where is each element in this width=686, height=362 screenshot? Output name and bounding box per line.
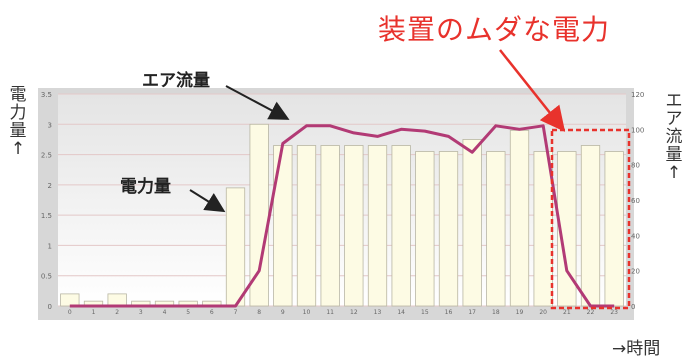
y-tick-label-left: 2.5: [41, 152, 52, 160]
bar-power: [438, 151, 459, 307]
x-axis-label: →時間: [612, 339, 661, 359]
y-tick-label-left: 3: [48, 121, 52, 129]
bar-power: [107, 293, 127, 307]
annotation-power: 電力量: [120, 177, 171, 197]
bar-power: [509, 129, 530, 307]
chart-title: 装置のムダな電力: [378, 13, 611, 46]
x-tick-label: 3: [139, 309, 143, 316]
y-tick-label-left: 0: [48, 303, 52, 311]
x-tick-label: 10: [303, 309, 311, 316]
y-tick-label-right: 20: [631, 268, 640, 276]
bar-power: [533, 151, 553, 307]
bar-power: [225, 187, 246, 307]
title-arrow: [499, 49, 566, 132]
y-tick-label-right: 120: [631, 91, 644, 99]
bar-power: [580, 145, 601, 307]
y-axis-label-left: 電力量↑: [9, 85, 27, 159]
x-tick-label: 0: [68, 309, 72, 316]
y-tick-label-left: 1: [48, 242, 52, 250]
bar-power: [391, 145, 411, 307]
x-tick-label: 12: [350, 309, 358, 316]
series-air-flow-line: [69, 124, 615, 308]
bar-power: [486, 151, 506, 307]
x-tick-label: 8: [257, 309, 261, 316]
x-tick-label: 11: [326, 309, 334, 316]
y-tick-label-left: 1.5: [41, 212, 52, 220]
x-tick-label: 14: [397, 309, 405, 316]
x-tick-label: 5: [186, 309, 190, 316]
x-tick-label: 4: [163, 309, 167, 316]
y-tick-label-left: 3.5: [41, 91, 52, 99]
y-axis-label-right: エア流量↑: [665, 91, 683, 183]
x-tick-label: 17: [468, 309, 476, 316]
bar-power: [296, 145, 317, 307]
bar-power: [462, 139, 482, 307]
waste-highlight-box: [550, 128, 631, 310]
x-tick-label: 19: [516, 309, 524, 316]
x-tick-label: 21: [563, 309, 571, 316]
x-tick-label: 7: [234, 309, 238, 316]
x-tick-label: 23: [610, 309, 618, 316]
y-tick-label-left: 0.5: [41, 273, 52, 281]
x-tick-label: 22: [587, 309, 595, 316]
power-arrow: [189, 189, 226, 213]
bar-power: [320, 145, 340, 307]
x-tick-label: 20: [539, 309, 547, 316]
bar-power: [557, 151, 577, 307]
y-tick-label-right: 80: [631, 162, 640, 170]
x-tick-label: 1: [92, 309, 96, 316]
x-tick-label: 2: [115, 309, 119, 316]
x-tick-label: 13: [374, 309, 382, 316]
bar-power: [273, 145, 293, 307]
x-tick-label: 9: [281, 309, 285, 316]
x-tick-label: 18: [492, 309, 500, 316]
x-tick-label: 15: [421, 309, 429, 316]
bar-power: [604, 151, 624, 307]
bar-power: [367, 145, 388, 307]
y-tick-label-right: 40: [631, 232, 640, 240]
y-tick-label-left: 2: [48, 182, 52, 190]
x-tick-label: 16: [445, 309, 453, 316]
y-tick-label-right: 100: [631, 126, 644, 134]
bar-power: [344, 145, 364, 307]
y-tick-label-right: 0: [631, 303, 635, 311]
air-flow-arrow: [225, 85, 290, 120]
x-tick-label: 6: [210, 309, 214, 316]
bar-power: [60, 293, 80, 307]
annotation-air-flow: エア流量: [142, 71, 210, 91]
bar-power: [415, 151, 435, 307]
y-tick-label-right: 60: [631, 197, 640, 205]
